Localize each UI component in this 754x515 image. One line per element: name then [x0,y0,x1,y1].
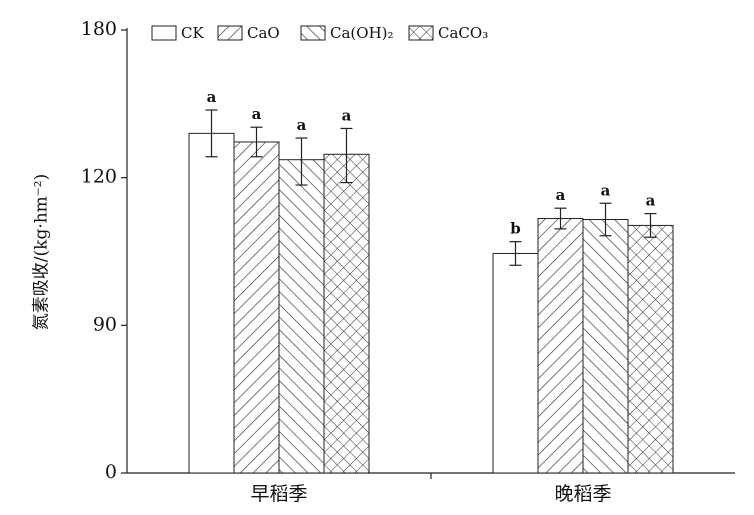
y-tick-label: 120 [81,166,117,188]
significance-label: a [342,106,352,124]
error-bar [509,241,522,266]
error-bar [340,127,353,184]
significance-label: a [252,105,262,123]
significance-label: b [510,220,521,238]
significance-label: a [207,88,217,106]
bar [278,159,325,474]
significance-label: a [297,116,307,134]
error-bar [250,126,263,158]
bar [492,252,539,474]
legend-swatch [408,25,434,41]
y-tick-label: 180 [81,18,117,40]
y-axis-label: 氮素吸收/(kg·hm⁻²) [32,174,52,330]
bar [627,224,674,474]
error-bar [205,109,218,158]
legend-swatch [300,25,326,41]
error-bar [554,207,567,230]
bar [537,218,584,474]
legend-label: CaCO₃ [438,24,488,42]
legend-swatch [151,25,177,41]
y-tick-label: 90 [93,313,117,335]
bar [188,132,235,474]
x-tick-label: 早稻季 [250,483,307,505]
legend-label: CK [181,24,204,42]
bar [233,141,280,474]
error-bar [295,137,308,186]
significance-label: a [556,186,566,204]
y-tick-label: 0 [105,461,117,483]
error-bar [599,202,612,237]
bar [582,219,629,474]
legend-swatch [217,25,243,41]
legend-label: CaO [247,24,280,42]
x-tick-label: 晚稻季 [554,483,611,505]
error-bar [644,212,657,238]
significance-label: a [601,181,611,199]
significance-label: a [646,192,656,210]
bar [323,153,370,474]
legend-label: Ca(OH)₂ [330,24,394,42]
